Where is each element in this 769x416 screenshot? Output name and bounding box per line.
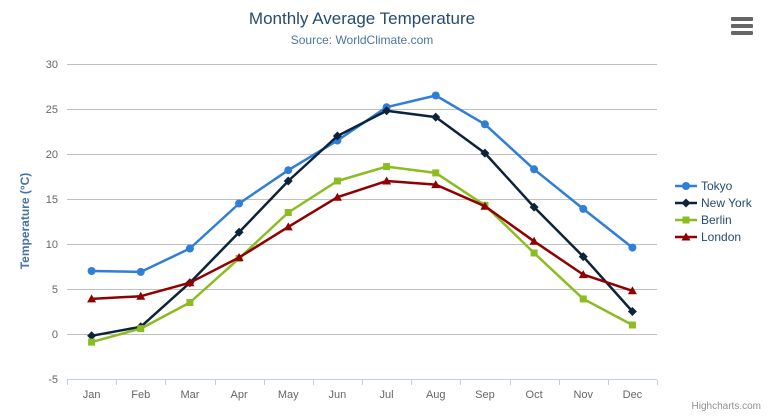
y-tick-label: 25 (46, 104, 58, 116)
diamond-marker-icon (578, 252, 588, 262)
hamburger-bar (731, 24, 753, 28)
y-tick-label: 30 (46, 59, 58, 71)
diamond-marker-icon (382, 106, 392, 116)
diamond-marker-icon (480, 148, 490, 158)
highcharts-credits-link[interactable]: Highcharts.com (691, 401, 761, 412)
square-marker-icon (682, 216, 690, 223)
series-line-new-york (90, 109, 634, 338)
legend-item-tokyo[interactable]: Tokyo (675, 177, 752, 194)
y-tick-label: 0 (52, 329, 58, 341)
triangle-marker-icon (87, 294, 97, 303)
legend-label: New York (701, 195, 752, 210)
diamond-marker-icon (431, 112, 441, 122)
x-tick-label: Dec (623, 389, 643, 401)
x-tick-label: Aug (426, 389, 446, 401)
diamond-marker-icon (529, 202, 539, 212)
x-tick-label: Sep (475, 389, 495, 401)
circle-marker-icon (284, 166, 293, 175)
circle-marker-icon (136, 267, 145, 276)
circle-marker-icon (235, 199, 244, 208)
legend: Tokyo New York Berlin London (675, 177, 752, 245)
circle-marker-icon (185, 244, 194, 253)
series-london (87, 176, 637, 303)
diamond-marker-icon (283, 176, 293, 186)
triangle-marker-icon (681, 232, 691, 240)
square-marker-icon (88, 338, 96, 346)
triangle-marker-icon (283, 222, 293, 231)
triangle-marker-icon (382, 176, 392, 185)
x-tick-label: Mar (180, 389, 199, 401)
legend-item-new-york[interactable]: New York (675, 194, 752, 211)
circle-marker-icon (530, 165, 539, 174)
square-marker-icon (186, 299, 194, 306)
x-tick-label: Oct (526, 389, 543, 401)
hamburger-bar (731, 31, 753, 35)
legend-label: London (701, 229, 742, 244)
triangle-marker-icon (332, 192, 342, 201)
series-line-london (90, 179, 634, 301)
y-axis-title: Temperature (°C) (18, 172, 32, 270)
square-marker-icon (137, 325, 145, 333)
square-marker-icon (432, 169, 440, 177)
triangle-marker-icon (627, 286, 637, 295)
hamburger-menu-icon[interactable] (731, 17, 753, 35)
y-tick-label: -5 (48, 374, 58, 386)
series-line-tokyo (90, 94, 634, 274)
y-tick-label: 5 (52, 284, 58, 296)
triangle-marker-icon (431, 180, 441, 189)
series-line-berlin (90, 165, 634, 344)
triangle-marker-icon (578, 270, 588, 279)
legend-item-london[interactable]: London (675, 228, 752, 245)
y-tick-label: 20 (46, 149, 58, 161)
square-marker-icon (579, 295, 587, 303)
legend-item-berlin[interactable]: Berlin (675, 211, 752, 228)
circle-marker-icon (682, 181, 690, 190)
circle-marker-icon (628, 243, 637, 252)
legend-symbol-triangle-icon (675, 232, 697, 240)
y-tick-label: 15 (46, 194, 58, 206)
diamond-marker-icon (234, 227, 244, 237)
x-tick-label: Jan (83, 389, 101, 401)
square-marker-icon (628, 321, 636, 329)
legend-symbol-diamond-icon (675, 198, 697, 207)
y-tick-label: 10 (46, 239, 58, 251)
diamond-marker-icon (332, 131, 342, 141)
diamond-marker-icon (681, 198, 691, 207)
legend-symbol-circle-icon (675, 181, 697, 190)
circle-marker-icon (579, 204, 588, 213)
x-tick-label: Apr (231, 389, 248, 401)
chart-subtitle: Source: WorldClimate.com (290, 33, 434, 47)
hamburger-bar (731, 17, 753, 21)
x-tick-label: Nov (573, 389, 593, 401)
diamond-marker-icon (87, 331, 97, 341)
series-tokyo (87, 91, 637, 276)
diamond-marker-icon (627, 307, 637, 316)
chart-title: Monthly Average Temperature (248, 9, 476, 28)
circle-marker-icon (480, 120, 489, 129)
circle-marker-icon (87, 267, 96, 275)
x-tick-label: Jun (329, 389, 347, 401)
x-tick-label: Feb (131, 389, 150, 401)
circle-marker-icon (431, 91, 440, 100)
legend-symbol-square-icon (675, 216, 697, 223)
x-tick-label: Jul (380, 389, 394, 401)
square-marker-icon (333, 177, 341, 185)
square-marker-icon (383, 163, 391, 171)
triangle-marker-icon (234, 253, 244, 261)
triangle-marker-icon (185, 278, 195, 287)
triangle-marker-icon (529, 236, 539, 245)
x-tick-label: May (278, 389, 299, 401)
legend-label: Tokyo (701, 178, 733, 193)
square-marker-icon (530, 249, 538, 257)
square-marker-icon (284, 209, 292, 216)
series-new-york (87, 106, 637, 341)
triangle-marker-icon (480, 201, 490, 210)
legend-label: Berlin (701, 212, 732, 227)
triangle-marker-icon (136, 291, 146, 300)
